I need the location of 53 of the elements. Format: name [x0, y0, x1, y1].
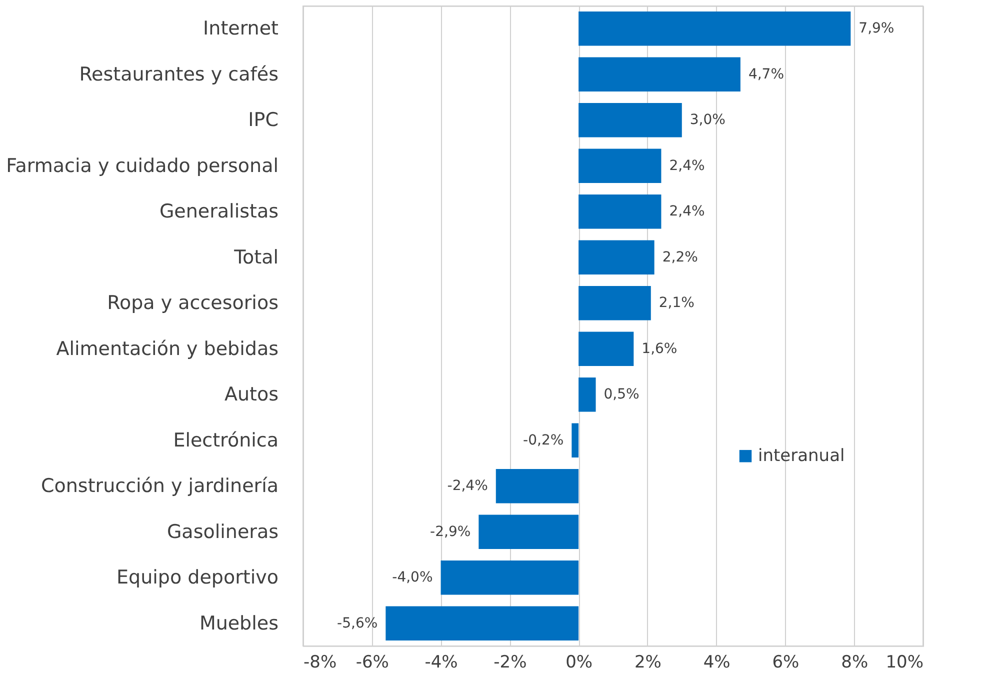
y-tick-label: Internet [203, 18, 278, 40]
data-label: 2,1% [658, 295, 694, 312]
data-label: 0,5% [604, 386, 640, 403]
data-label: 4,7% [748, 66, 784, 82]
data-label: 7,9% [858, 20, 894, 37]
data-label: 2,4% [669, 204, 705, 220]
data-label: 2,2% [662, 249, 698, 266]
bar [578, 148, 662, 184]
data-label: 1,6% [642, 340, 678, 357]
y-tick-label: Gasolineras [166, 520, 278, 543]
legend-label: interanual [758, 446, 845, 466]
data-label: -2,4% [447, 478, 488, 494]
bar [578, 57, 740, 92]
x-tick-label: -2% [494, 652, 527, 672]
data-label: 3,0% [690, 112, 726, 128]
x-tick-label: -4% [424, 652, 458, 672]
data-label: -4,0% [392, 570, 433, 586]
y-tick-label: Muebles [199, 612, 278, 634]
x-tick-label: -8% [304, 652, 337, 672]
bar [578, 194, 662, 229]
y-tick-label: Generalistas [159, 200, 278, 223]
y-tick-label: Equipo deportivo [116, 566, 278, 589]
y-tick-label: Total [233, 246, 278, 268]
bar [572, 423, 579, 458]
bar [578, 240, 654, 275]
y-tick-label: Autos [224, 384, 278, 406]
bar [386, 606, 579, 641]
bar [578, 102, 682, 138]
y-tick-label: Construcción y jardinería [41, 475, 278, 498]
bar [440, 560, 579, 595]
data-label: -5,6% [337, 615, 378, 632]
y-tick-label: Electrónica [173, 429, 278, 452]
y-tick-label: Farmacia y cuidado personal [6, 154, 278, 177]
bar [578, 286, 651, 320]
x-tick-label: 6% [772, 652, 800, 672]
y-tick-label: Ropa y accesorios [107, 292, 278, 314]
bar [578, 332, 634, 366]
x-tick-label: -6% [356, 652, 389, 672]
bar [578, 377, 596, 412]
y-tick-label: Restaurantes y cafés [79, 63, 278, 86]
y-tick-label: Alimentación y bebidas [56, 338, 278, 360]
x-tick-label: 0% [566, 652, 593, 672]
data-label: -2,9% [430, 524, 471, 540]
data-label: 2,4% [669, 158, 705, 174]
x-tick-label: 4% [703, 652, 730, 672]
bar [478, 514, 579, 550]
y-tick-label: IPC [248, 109, 278, 132]
bar [496, 468, 579, 504]
x-tick-label: 2% [634, 652, 662, 672]
data-label: -0,2% [523, 432, 564, 448]
x-tick-label: 8% [841, 652, 868, 672]
x-tick-label: 10% [886, 652, 924, 672]
bar [578, 11, 851, 46]
